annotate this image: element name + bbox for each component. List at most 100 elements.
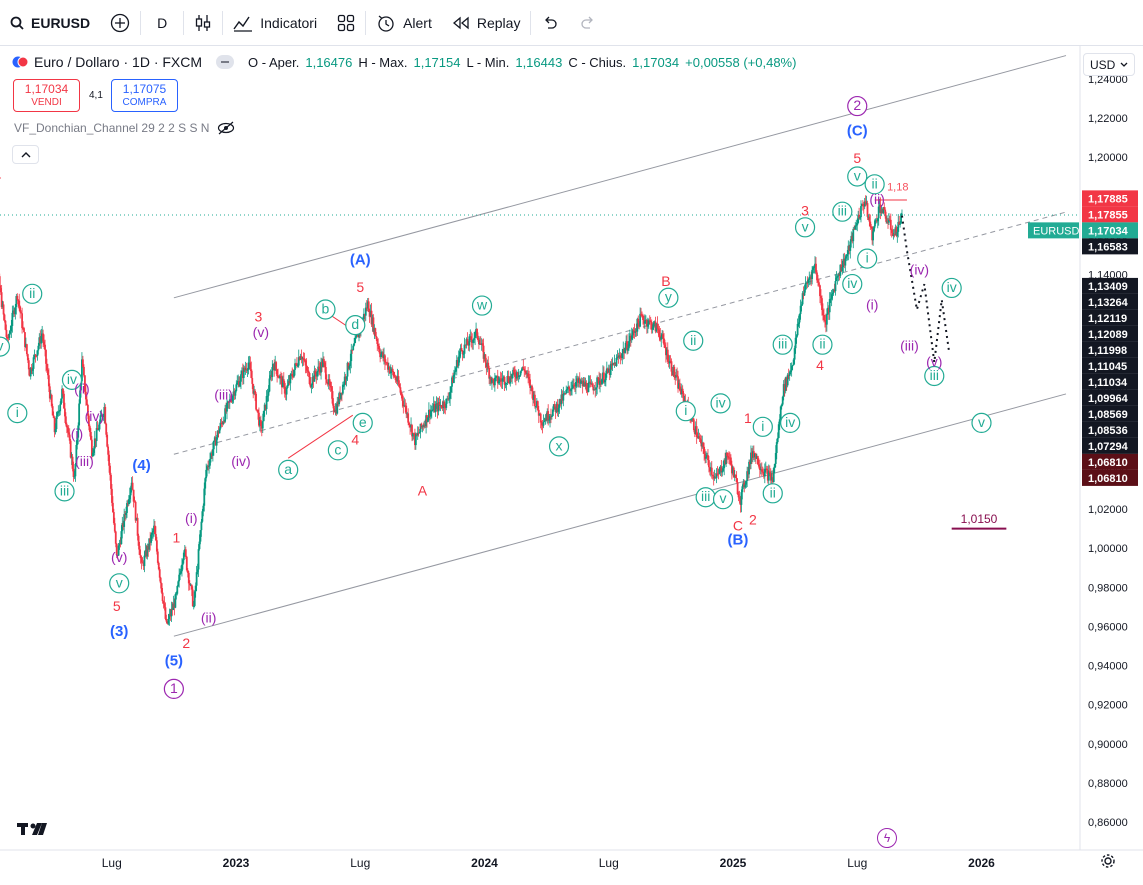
- hide-dot-icon[interactable]: [216, 55, 235, 69]
- price-badge-bg: [1082, 325, 1138, 342]
- wave-label-text: iv: [947, 279, 957, 295]
- candle-body: [758, 466, 761, 470]
- candle-body: [437, 402, 440, 412]
- candle-body: [636, 318, 639, 332]
- wave-label-text: 1: [744, 410, 752, 426]
- candle-body: [191, 589, 194, 607]
- price-axis-badge: 1,12089: [1082, 325, 1138, 342]
- candle-body: [553, 404, 556, 407]
- candle-body: [565, 389, 568, 394]
- candle-body: [464, 344, 467, 346]
- candle-body: [261, 421, 264, 429]
- wave-label: (v): [111, 549, 127, 565]
- candle-body: [373, 328, 376, 333]
- candle-body: [433, 403, 436, 413]
- wave-label-text: (ii): [869, 191, 885, 207]
- buy-label: COMPRA: [122, 97, 167, 108]
- candle-body: [587, 383, 590, 393]
- wave-label: iii: [832, 201, 853, 222]
- candle-body: [400, 392, 403, 395]
- candle-body: [871, 226, 874, 241]
- alert-button[interactable]: Alert: [366, 0, 442, 46]
- candle-body: [570, 388, 572, 392]
- price-badge-text: 1,08536: [1088, 425, 1128, 437]
- candle-body: [787, 374, 790, 376]
- wave-label-text: iv: [67, 371, 77, 387]
- candle-body: [563, 393, 566, 395]
- candle-body: [90, 439, 93, 457]
- candle-body: [658, 329, 661, 336]
- last-price-name: EURUSD: [1033, 225, 1080, 237]
- chart-area[interactable]: 0,86000 0,88000 0,90000 0,92000 0,94000 0,960…: [0, 46, 1143, 880]
- indicators-button[interactable]: Indicatori: [223, 0, 327, 46]
- candle-body: [367, 301, 370, 312]
- candle-body: [274, 362, 277, 371]
- time-tick-label: Lug: [847, 856, 867, 870]
- candle-body: [342, 384, 345, 386]
- buy-button[interactable]: 1,17075 COMPRA: [111, 79, 178, 112]
- candle-body: [780, 404, 783, 407]
- candle-body: [724, 459, 727, 465]
- candle-body: [870, 226, 873, 228]
- candle-body: [532, 391, 534, 400]
- chart-type-button[interactable]: [184, 0, 222, 46]
- price-chart[interactable]: 0,86000 0,88000 0,90000 0,92000 0,94000 0,960…: [0, 46, 1143, 880]
- tradingview-logo[interactable]: [17, 820, 49, 843]
- undo-button[interactable]: [531, 0, 569, 46]
- candle-body: [490, 377, 492, 383]
- price-axis-badge: 1,16583: [1082, 238, 1138, 255]
- price-badge-text: 1,16583: [1088, 241, 1128, 253]
- compare-button[interactable]: [100, 0, 140, 46]
- candle-body: [100, 415, 103, 417]
- eye-hidden-icon[interactable]: [217, 121, 235, 135]
- candle-body: [527, 373, 530, 377]
- candle-body: [352, 345, 355, 351]
- wave-label-circle: [812, 334, 833, 355]
- redo-button[interactable]: [569, 0, 607, 46]
- candle-body: [701, 442, 704, 447]
- interval-button[interactable]: D: [141, 0, 183, 46]
- candle-body: [428, 409, 431, 417]
- symbol-search[interactable]: EURUSD: [0, 0, 100, 46]
- candle-body: [656, 323, 659, 329]
- low-key: L - Min.: [466, 54, 510, 70]
- wave-label: y: [658, 287, 679, 308]
- candle-body: [405, 405, 408, 414]
- candle-body: [809, 276, 812, 280]
- price-axis-badge: 1,12119: [1082, 309, 1138, 326]
- candle-body: [374, 328, 377, 337]
- candle-body: [304, 360, 307, 366]
- wave-label-text: (i): [185, 510, 197, 526]
- candle-body: [286, 384, 289, 388]
- wave-label-text: 2: [182, 635, 190, 651]
- candle-body: [129, 487, 132, 496]
- gear-icon[interactable]: [1100, 853, 1116, 873]
- currency-select[interactable]: USD: [1083, 53, 1135, 76]
- collapse-legend-button[interactable]: [12, 145, 39, 164]
- replay-button[interactable]: Replay: [442, 0, 531, 46]
- candle-body: [546, 411, 549, 421]
- sell-button[interactable]: 1,17034 VENDI: [13, 79, 80, 112]
- candle-body: [851, 235, 854, 242]
- layouts-button[interactable]: [327, 0, 365, 46]
- lightning-icon[interactable]: ϟ: [877, 828, 897, 848]
- candle-body: [514, 376, 517, 379]
- candles-icon: [196, 14, 211, 31]
- candle-body: [272, 363, 275, 368]
- candle-body: [398, 384, 401, 388]
- pair-title[interactable]: Euro / Dollaro · 1D · FXCM: [34, 54, 203, 70]
- wave-label-circle: [471, 295, 493, 316]
- wave-label-circle: [847, 95, 868, 117]
- candle-body: [835, 277, 838, 282]
- time-tick-label: Lug: [599, 856, 619, 870]
- candle-body: [708, 467, 711, 472]
- candle-body: [483, 354, 486, 359]
- candle-body: [672, 366, 675, 376]
- indicator-legend[interactable]: VF_Donchian_Channel 29 2 2 S S N: [14, 121, 235, 135]
- candle-body: [135, 517, 138, 521]
- candle-body: [890, 229, 893, 233]
- candle-body: [679, 390, 682, 395]
- candle-body: [441, 407, 444, 409]
- candle-body: [210, 453, 212, 460]
- candle-body: [574, 382, 577, 387]
